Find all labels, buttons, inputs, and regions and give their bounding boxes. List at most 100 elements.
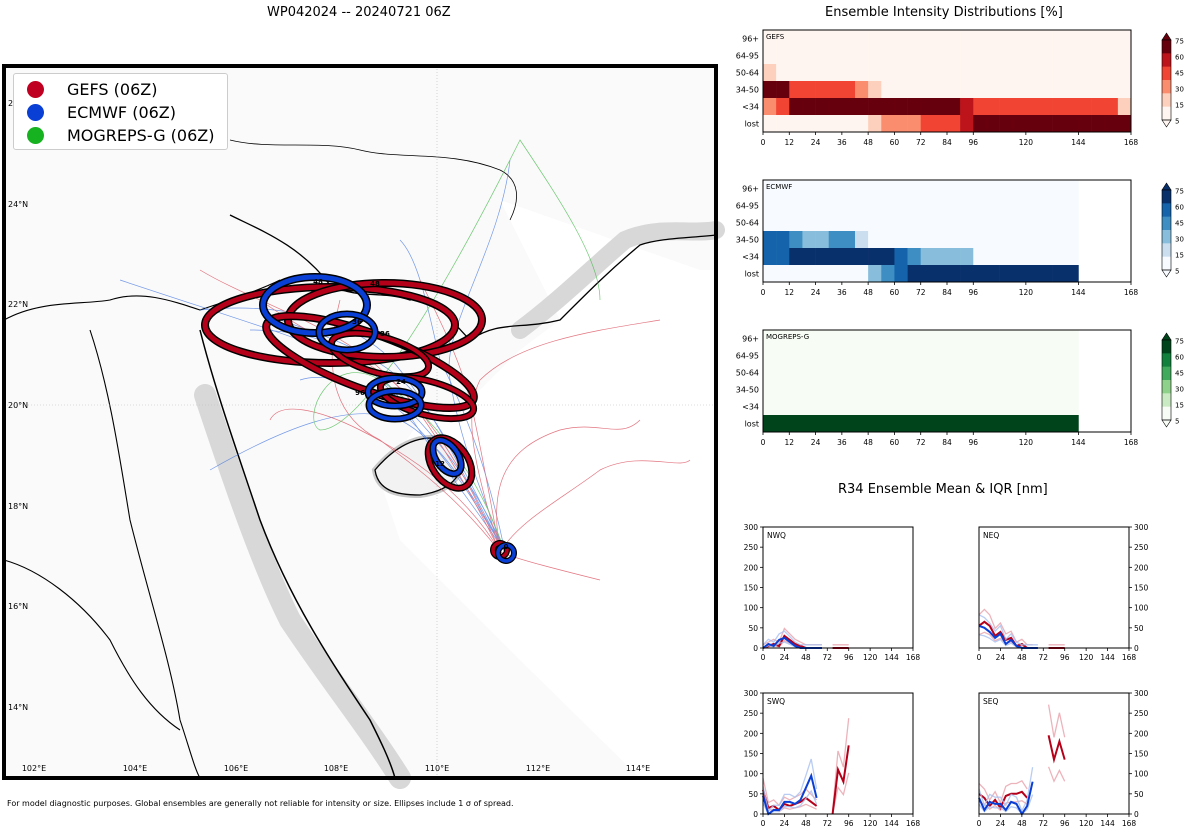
heat-cell xyxy=(1052,115,1066,133)
heat-cell xyxy=(776,248,790,266)
heat-x-tick: 72 xyxy=(916,288,926,297)
ecmwf-ellipses xyxy=(259,273,517,564)
heat-cell xyxy=(1104,81,1119,99)
r34-x-tick: 120 xyxy=(863,653,878,662)
heat-cell xyxy=(815,231,830,249)
heat-cell xyxy=(855,30,869,48)
heat-cell xyxy=(933,115,948,133)
heat-cell xyxy=(907,248,922,266)
heat-cell xyxy=(1065,98,1079,116)
r34-x-tick: 144 xyxy=(884,819,899,828)
heat-cell xyxy=(947,98,961,116)
heat-x-tick: 96 xyxy=(969,288,979,297)
heat-cell xyxy=(960,98,974,116)
heat-x-tick: 48 xyxy=(863,138,873,147)
heat-cell xyxy=(789,115,803,133)
heat-x-tick: 168 xyxy=(1124,288,1139,297)
heat-cell xyxy=(815,81,830,99)
heat-cell xyxy=(933,47,948,65)
heat-cell xyxy=(802,47,816,65)
heat-cell xyxy=(920,248,935,266)
heat-x-tick: 48 xyxy=(863,438,873,447)
heat-cell xyxy=(763,415,1079,433)
map-frame xyxy=(2,64,718,780)
heat-cell xyxy=(868,231,882,249)
r34-x-tick: 168 xyxy=(1122,653,1137,662)
heat-cell xyxy=(855,265,869,283)
r34-quadrant-label: NEQ xyxy=(983,531,999,540)
heat-cell xyxy=(1025,214,1040,232)
heat-cell xyxy=(855,231,869,249)
gefs-iqr-line xyxy=(762,718,850,811)
colorbar-frame xyxy=(1161,39,1172,121)
heat-y-tick: <34 xyxy=(742,253,759,262)
heat-cell xyxy=(973,30,987,48)
colorbar-frame xyxy=(1161,189,1172,271)
map-legend: GEFS (06Z) ECMWF (06Z) MOGREPS-G (06Z) xyxy=(13,73,228,150)
heat-cell xyxy=(1078,115,1092,133)
heat-cell xyxy=(1065,248,1079,266)
mogreps-track xyxy=(313,139,601,553)
heat-cell xyxy=(999,197,1014,215)
heat-cell xyxy=(1039,180,1053,198)
heat-cell xyxy=(1078,47,1092,65)
r34-y-tick: 50 xyxy=(748,790,758,799)
heat-cell xyxy=(841,214,856,232)
heat-cell xyxy=(855,64,869,82)
lat-label-14n: 14°N xyxy=(8,703,28,712)
heat-cell xyxy=(763,347,1079,365)
ocean-area xyxy=(380,200,716,778)
heat-cell xyxy=(973,81,987,99)
r34-x-tick: 120 xyxy=(1079,819,1094,828)
heat-cell xyxy=(973,98,987,116)
colorbar-tick: 5 xyxy=(1175,418,1179,426)
heat-x-tick: 36 xyxy=(837,288,847,297)
heat-cell xyxy=(907,214,922,232)
heat-cell xyxy=(763,197,777,215)
heat-cell xyxy=(933,265,948,283)
heat-cell xyxy=(1039,30,1053,48)
colorbar-segment xyxy=(1162,406,1171,421)
heat-cell xyxy=(841,231,856,249)
ecmwf-ellipse-24h xyxy=(366,376,424,408)
heat-cell xyxy=(999,248,1014,266)
r34-panel-nwq: NWQ 0 50 100 150 200 250 300 0 24 48 72 96 120 144 168 xyxy=(744,523,921,662)
heat-cell xyxy=(855,197,869,215)
r34-y-tick: 200 xyxy=(744,563,759,572)
ellipse-label-0h: 0 xyxy=(504,543,509,551)
heat-cell xyxy=(789,180,803,198)
heat-cell xyxy=(828,197,843,215)
heat-cell xyxy=(920,98,935,116)
heat-cell xyxy=(986,197,1000,215)
heat-cell xyxy=(763,47,777,65)
r34-quadrant-label: SWQ xyxy=(767,697,785,706)
heat-cell xyxy=(855,248,869,266)
heat-cell xyxy=(1104,30,1119,48)
colorbar-segment xyxy=(1162,106,1171,121)
heat-y-tick: 64-95 xyxy=(736,352,759,361)
ecmwf-mean-line xyxy=(978,781,1034,816)
map-title: WP042024 -- 20240721 06Z xyxy=(267,5,451,20)
heat-x-tick: 36 xyxy=(837,138,847,147)
heat-cell xyxy=(999,98,1014,116)
heat-cell xyxy=(841,30,856,48)
lat-label-22n: 22°N xyxy=(8,300,28,309)
heat-y-tick: <34 xyxy=(742,103,759,112)
heat-x-tick: 0 xyxy=(761,438,766,447)
heat-cell xyxy=(789,197,803,215)
legend-label-mogreps: MOGREPS-G (06Z) xyxy=(67,126,215,145)
colorbar-tick: 60 xyxy=(1175,54,1184,62)
heat-x-tick: 120 xyxy=(1019,288,1034,297)
heat-cell xyxy=(960,214,974,232)
ellipse-label-48h: 48 xyxy=(313,278,323,286)
heat-cell xyxy=(1025,265,1040,283)
heat-cell xyxy=(763,81,777,99)
colorbar-segment xyxy=(1162,366,1171,381)
colorbar-tick: 15 xyxy=(1175,402,1184,410)
heat-cell xyxy=(1117,115,1132,133)
heat-cell xyxy=(802,81,816,99)
heat-cell xyxy=(828,30,843,48)
r34-x-tick: 120 xyxy=(1079,653,1094,662)
ecmwf-mean-line xyxy=(762,772,818,816)
gefs-track xyxy=(269,408,501,553)
